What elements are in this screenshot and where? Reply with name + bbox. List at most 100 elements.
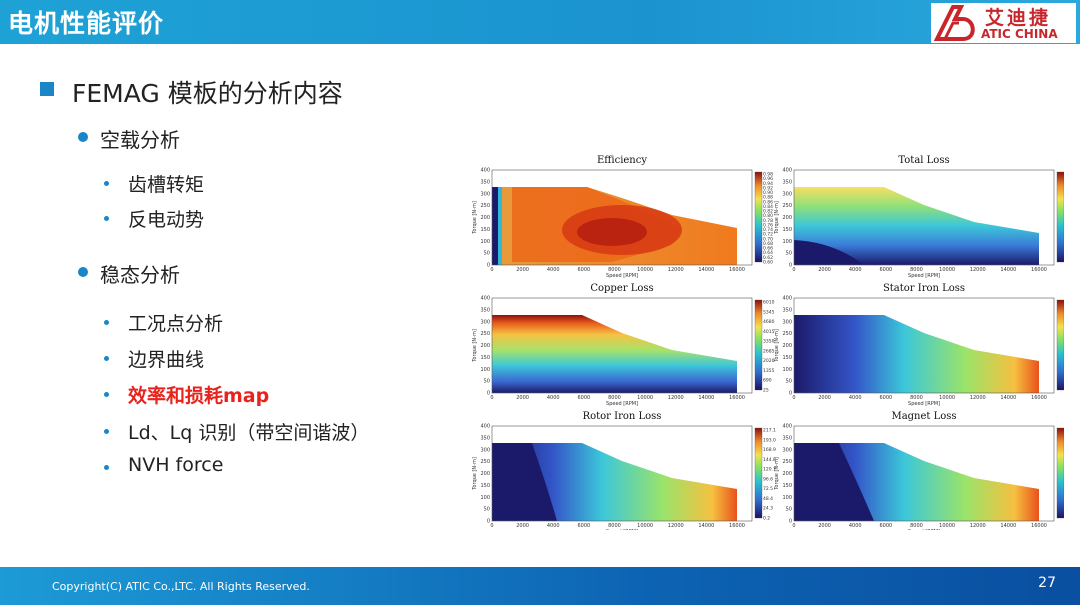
x-tick-label: 6000 [578, 267, 591, 273]
y-tick-label: 250 [480, 331, 490, 337]
plot-title: Efficiency [597, 155, 647, 166]
y-tick-label: 100 [480, 367, 490, 373]
colorbar-label: 0.96 [763, 176, 773, 182]
colorbar-label: 96.6 [763, 476, 773, 482]
x-tick-label: 16000 [729, 523, 745, 529]
list-item: 边界曲线 [128, 349, 205, 371]
x-tick-label: 16000 [1031, 267, 1047, 273]
y-tick-label: 250 [480, 459, 490, 465]
y-tick-label: 150 [480, 355, 490, 361]
x-tick-label: 8000 [608, 523, 621, 529]
colorbar-label: 0.92 [763, 185, 773, 191]
x-tick-label: 14000 [1000, 267, 1016, 273]
x-tick-label: 6000 [880, 395, 893, 401]
colorbar-label: 4015 [763, 329, 775, 335]
colorbar-label: 0.72 [763, 232, 773, 238]
colorbar-label: 3350 [763, 339, 775, 345]
colorbar-label: 168.9 [763, 447, 776, 453]
logo-cn-text: 艾迪捷 [985, 7, 1052, 29]
total-loss-map: Total Loss [793, 155, 1064, 266]
colorbar-label: 0.76 [763, 222, 773, 228]
x-tick-label: 4000 [849, 267, 862, 273]
x-tick-label: 12000 [668, 267, 684, 273]
y-tick-label: 100 [782, 239, 792, 245]
colorbar-label: 0.60 [763, 260, 773, 266]
colorbar-label: 690 [763, 378, 772, 384]
colorbar-label: 0.84 [763, 204, 773, 210]
y-tick-label: 350 [480, 307, 490, 313]
dot-bullet-icon [104, 356, 109, 361]
y-tick-label: 150 [480, 483, 490, 489]
y-tick-label: 300 [782, 319, 792, 325]
y-tick-label: 0 [789, 263, 792, 269]
colorbar-label: 0.2 [763, 516, 770, 522]
y-tick-label: 300 [782, 447, 792, 453]
y-tick-label: 50 [786, 507, 792, 513]
x-tick-label: 14000 [1000, 523, 1016, 529]
group-label: 空载分析 [100, 128, 180, 152]
x-tick-label: 4000 [849, 395, 862, 401]
footer-bar: Copyright(C) ATIC Co.,LTC. All Rights Re… [0, 567, 1080, 605]
colorbar-label: 72.5 [763, 486, 773, 492]
x-tick-label: 14000 [1000, 395, 1016, 401]
y-tick-label: 150 [782, 355, 792, 361]
y-tick-label: 150 [782, 483, 792, 489]
y-tick-label: 300 [782, 191, 792, 197]
y-tick-label: 400 [782, 296, 792, 302]
colorbar-label: 5345 [763, 309, 775, 315]
x-tick-label: 10000 [637, 267, 653, 273]
x-tick-label: 8000 [910, 395, 923, 401]
plot-title: Copper Loss [590, 283, 653, 294]
y-tick-label: 50 [786, 251, 792, 257]
x-tick-label: 14000 [698, 267, 714, 273]
x-axis-label: Speed [RPM] [908, 529, 940, 530]
list-item: 工况点分析 [128, 313, 224, 335]
x-tick-label: 2000 [516, 523, 529, 529]
list-item: Ld、Lq 识别（带空间谐波） [128, 422, 370, 444]
y-tick-label: 200 [782, 471, 792, 477]
x-tick-label: 2000 [516, 267, 529, 273]
y-tick-label: 300 [480, 319, 490, 325]
colorbar-label: 0.68 [763, 241, 773, 247]
colorbar-label: 144.8 [763, 457, 776, 463]
list-item: 齿槽转矩 [128, 174, 205, 196]
y-tick-label: 150 [782, 227, 792, 233]
colorbar-label: 0.98 [763, 172, 773, 178]
colorbar-label: 0.90 [763, 190, 773, 196]
colorbar-label: 0.70 [763, 236, 773, 242]
x-tick-label: 8000 [608, 267, 621, 273]
y-tick-label: 400 [480, 296, 490, 302]
x-axis-label: Speed [RPM] [908, 273, 940, 279]
x-tick-label: 16000 [1031, 523, 1047, 529]
plot-title: Rotor Iron Loss [583, 411, 662, 422]
colorbar-label: 217.1 [763, 428, 776, 434]
colorbar-label: 25 [763, 388, 769, 394]
atic-logo-icon [933, 5, 975, 41]
colorbar-label: 0.66 [763, 246, 773, 252]
x-axis-label: Speed [RPM] [606, 529, 638, 530]
x-tick-label: 14000 [698, 395, 714, 401]
colorbar-label: 6010 [763, 300, 775, 306]
x-tick-label: 10000 [939, 395, 955, 401]
x-axis-label: Speed [RPM] [606, 401, 638, 407]
x-tick-label: 10000 [939, 267, 955, 273]
x-axis-label: Speed [RPM] [606, 273, 638, 279]
colorbar-label: 1355 [763, 368, 775, 374]
colorbar-label: 193.0 [763, 437, 776, 443]
y-tick-label: 0 [487, 263, 490, 269]
x-tick-label: 12000 [970, 395, 986, 401]
y-tick-label: 100 [782, 495, 792, 501]
y-axis-label: Torque [N-m] [472, 201, 478, 235]
dot-bullet-icon [104, 465, 109, 470]
x-tick-label: 16000 [729, 395, 745, 401]
y-tick-label: 50 [484, 251, 490, 257]
y-tick-label: 200 [782, 343, 792, 349]
title-bar: 电机性能评价 艾迪捷 ATIC CHINA [0, 0, 1080, 44]
colorbar-label: 0.86 [763, 199, 773, 205]
slide-title: 电机性能评价 [8, 9, 165, 38]
colorbar-label: 0.82 [763, 209, 773, 215]
x-tick-label: 8000 [910, 267, 923, 273]
x-tick-label: 2000 [818, 395, 831, 401]
y-axis-label: Torque [N-m] [774, 457, 780, 491]
stator-iron-loss-map: Stator Iron Loss [793, 283, 1064, 394]
